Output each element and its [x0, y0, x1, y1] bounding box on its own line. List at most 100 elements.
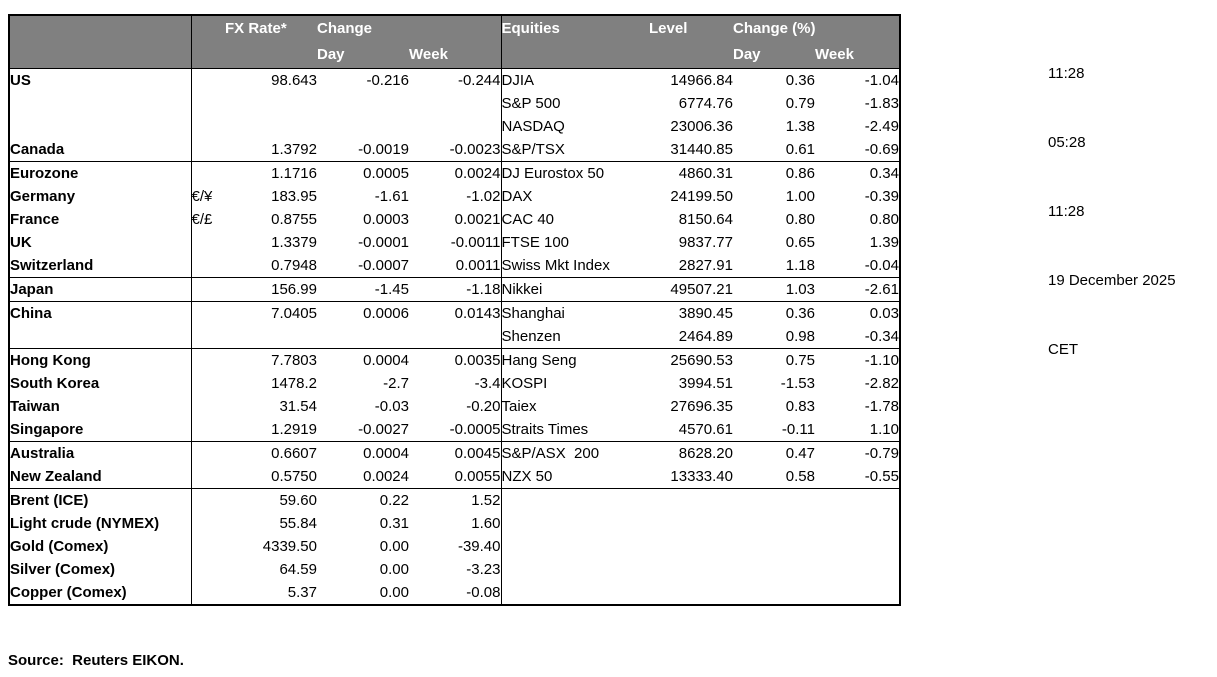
equity-week-change-cell: -0.69 [864, 141, 899, 158]
table-row: S&P 500 6774.76 0.79 -1.83 [9, 92, 900, 115]
equity-week-change-cell: -0.55 [864, 468, 899, 485]
header-level: Level [649, 15, 733, 42]
timestamp-line: 11:28 [1048, 203, 1085, 220]
equity-week-change-cell [815, 488, 900, 512]
fx-day-change-cell: -0.216 [366, 72, 409, 89]
fx-rate-cell: 0.6607 [225, 441, 317, 465]
fx-rate-cell: 183.95 [271, 188, 317, 205]
table-row: Light crude (NYMEX) 55.84 0.31 1.60 [9, 512, 900, 535]
equity-name-cell: NASDAQ [501, 118, 565, 135]
fx-week-change-cell: -0.244 [409, 68, 502, 92]
header-equities-blank [501, 42, 649, 69]
fx-week-change-cell: 0.0055 [409, 465, 502, 489]
header-level-blank [649, 42, 733, 69]
equity-day-change-cell: 1.00 [785, 188, 815, 205]
equity-day-change-cell: 0.36 [733, 301, 815, 325]
fx-day-change-cell: 0.22 [317, 488, 409, 512]
fx-day-change-cell: 0.00 [379, 538, 409, 555]
equity-week-change-cell: 0.03 [815, 301, 900, 325]
equity-level-cell [649, 581, 733, 605]
fx-day-change-cell: -0.0027 [358, 421, 409, 438]
country-cell: Light crude (NYMEX) [9, 512, 192, 535]
equity-week-change-cell: -2.49 [864, 118, 899, 135]
fx-week-change-cell: 0.0143 [409, 301, 502, 325]
fx-rate-cell: 0.7948 [271, 257, 317, 274]
country-cell: Canada [9, 138, 192, 162]
fx-week-change-cell: -3.23 [409, 558, 502, 581]
header-country-blank [9, 15, 192, 42]
table-row: US 98.643 -0.216 -0.244 DJIA 14966.84 0.36 -1.0… [9, 68, 900, 93]
fx-day-change-cell: 0.31 [379, 515, 409, 532]
table-row: Brent (ICE) 59.60 0.22 1.52 [9, 488, 900, 512]
equity-day-change-cell: 0.79 [785, 95, 815, 112]
equity-name-cell: S&P/TSX [501, 141, 565, 158]
equity-name-cell [501, 581, 649, 605]
equity-week-change-cell: -0.39 [864, 188, 899, 205]
equity-level-cell [649, 512, 733, 535]
country-cell: Germany [9, 185, 192, 208]
equity-week-change-cell: -0.34 [864, 328, 899, 345]
fx-rate-cell: 55.84 [279, 515, 317, 532]
fx-day-change-cell [317, 115, 409, 138]
header-row-2: Day Week Day Week [9, 42, 900, 69]
equity-week-change-cell: 1.10 [869, 421, 899, 438]
equity-name-cell [501, 558, 649, 581]
currency-pair-cell [191, 69, 225, 93]
fx-week-change-cell: -1.18 [409, 277, 502, 302]
header-country-blank-2 [9, 42, 192, 69]
fx-day-change-cell: -1.61 [374, 188, 409, 205]
equity-day-change-cell [733, 512, 815, 535]
equity-level-cell [649, 535, 733, 558]
fx-day-change-cell: -2.7 [383, 375, 409, 392]
fx-week-change-cell: -0.20 [409, 395, 502, 418]
equity-level-cell: 8150.64 [678, 211, 733, 228]
currency-pair-cell [191, 254, 225, 278]
equity-name-cell: Taiex [501, 398, 537, 415]
fx-day-change-cell: 0.0004 [317, 441, 409, 465]
table-row: Australia 0.6607 0.0004 0.0045 S&P/ASX 200 86… [9, 441, 900, 465]
equity-level-cell: 14966.84 [670, 72, 733, 89]
fx-rate-cell [225, 115, 317, 138]
country-cell: Hong Kong [9, 348, 192, 372]
equity-week-change-cell: -1.83 [864, 95, 899, 112]
fx-rate-cell: 59.60 [225, 488, 317, 512]
header-eq-change-pct: Change (%) [733, 15, 900, 42]
equity-day-change-cell: 0.65 [785, 234, 815, 251]
fx-day-change-cell [317, 325, 409, 349]
header-eq-day: Day [733, 42, 815, 69]
equity-name-cell: FTSE 100 [501, 234, 570, 251]
currency-pair-cell [191, 558, 225, 581]
fx-day-change-cell: -0.0019 [358, 141, 409, 158]
table-row: Shenzen 2464.89 0.98 -0.34 [9, 325, 900, 349]
equity-week-change-cell: -1.10 [815, 348, 900, 372]
header-fx-day: Day [317, 42, 409, 69]
currency-pair-cell [191, 581, 225, 605]
fx-week-change-cell: -1.02 [409, 185, 502, 208]
equity-name-cell [501, 512, 649, 535]
equity-name-cell: DJIA [501, 72, 535, 89]
equity-name-cell: Hang Seng [501, 348, 649, 372]
fx-day-change-cell: 0.00 [379, 561, 409, 578]
equity-day-change-cell: 1.03 [733, 277, 815, 302]
equity-level-cell: 27696.35 [670, 398, 733, 415]
fx-day-change-cell: 0.0004 [317, 348, 409, 372]
table-row: Japan 156.99 -1.45 -1.18 Nikkei 49507.21 1.03-… [9, 277, 900, 302]
equity-level-cell: 31440.85 [670, 141, 733, 158]
fx-day-change-cell: 0.0003 [363, 211, 409, 228]
country-cell: Switzerland [9, 254, 192, 278]
header-row-1: FX Rate* Change Equities Level Change (%… [9, 15, 900, 42]
equity-day-change-cell [733, 558, 815, 581]
currency-pair-cell: €/¥ [191, 188, 213, 205]
currency-pair-cell [191, 138, 225, 162]
equity-day-change-cell: -1.53 [780, 375, 815, 392]
equity-level-cell: 3890.45 [649, 301, 733, 325]
timestamp-line: 05:28 [1048, 134, 1086, 151]
currency-pair-cell [191, 325, 225, 349]
currency-pair-cell [191, 372, 225, 395]
country-cell [9, 92, 192, 115]
equity-level-cell: 3994.51 [678, 375, 733, 392]
header-fx-week: Week [409, 42, 502, 69]
equity-name-cell: S&P 500 [501, 95, 561, 112]
equity-week-change-cell: -0.04 [864, 257, 899, 274]
header-eq-week: Week [815, 42, 900, 69]
